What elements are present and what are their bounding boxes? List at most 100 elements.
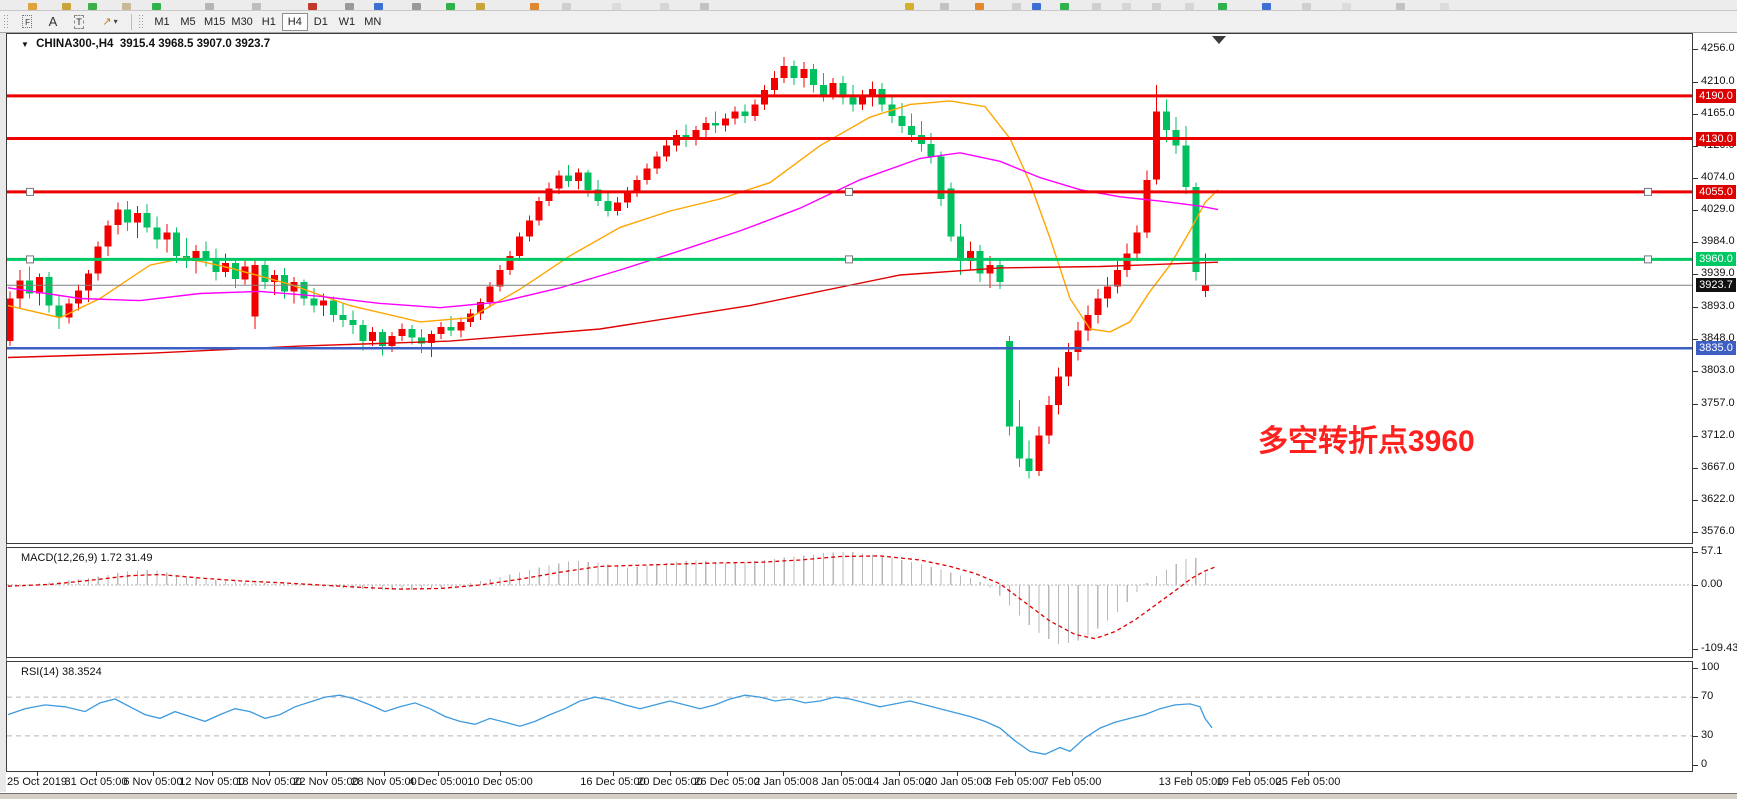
- rsi-indicator-panel[interactable]: RSI(14) 38.3524: [6, 661, 1693, 772]
- timeframe-button-m30[interactable]: M30: [228, 13, 255, 31]
- toolbar-icon-fragment: [700, 3, 709, 10]
- time-tick: [1308, 772, 1309, 776]
- ohlc-values-label: 3915.4 3968.5 3907.0 3923.7: [119, 38, 271, 50]
- price-axis-label: -109.43: [1701, 642, 1737, 654]
- top-toolbar-partial-row[interactable]: [0, 0, 1737, 11]
- price-axis-label: 4029.0: [1701, 203, 1735, 215]
- time-axis-label: 26 Dec 05:00: [694, 776, 760, 788]
- toolbar-icon-fragment: [905, 3, 914, 10]
- line-handle[interactable]: [26, 187, 34, 196]
- line-handle[interactable]: [845, 255, 853, 264]
- axis-tick: [1693, 371, 1698, 372]
- line-handle[interactable]: [1644, 187, 1652, 196]
- toolbar-icon-fragment: [1342, 3, 1351, 10]
- axis-tick: [1693, 736, 1698, 737]
- toolbar-drag-handle-2[interactable]: [138, 13, 145, 30]
- timeframe-button-group: M1 M5 M15 M30 H1 H4 D1 W1 MN: [149, 12, 386, 31]
- axis-tick: [1693, 552, 1698, 553]
- toolbar-icon-fragment: [562, 3, 571, 10]
- price-axis-label: 100: [1701, 661, 1720, 673]
- time-tick: [37, 772, 38, 776]
- toolbar-icon-fragment: [1262, 3, 1271, 10]
- timeframe-button-m1[interactable]: M1: [149, 13, 175, 31]
- price-axis-label: 57.1: [1701, 545, 1723, 557]
- timeframe-button-m5[interactable]: M5: [175, 13, 201, 31]
- ma-fast-orange: [7, 100, 1219, 333]
- main-chart-panel[interactable]: ▼ CHINA300-,H4 3915.4 3968.5 3907.0 3923…: [6, 33, 1693, 544]
- price-axis-label: 3622.0: [1701, 493, 1735, 505]
- time-tick: [153, 772, 154, 776]
- timeframe-button-w1[interactable]: W1: [334, 13, 360, 31]
- time-axis-label: 20 Jan 05:00: [925, 776, 989, 788]
- time-axis-label: 14 Jan 05:00: [867, 776, 931, 788]
- ma-medium-magenta: [7, 152, 1219, 309]
- price-axis-label: 3667.0: [1701, 461, 1735, 473]
- annotation-text[interactable]: 多空转折点3960: [1258, 425, 1475, 458]
- text-label-tool-button[interactable]: T: [67, 13, 91, 31]
- price-axis-label: 4256.0: [1701, 42, 1735, 54]
- time-tick: [500, 772, 501, 776]
- macd-chart-canvas[interactable]: [7, 548, 1692, 657]
- text-icon: A: [48, 14, 58, 29]
- time-tick: [269, 772, 270, 776]
- chart-shift-marker-icon[interactable]: [1212, 36, 1226, 44]
- timeframe-button-d1[interactable]: D1: [308, 13, 334, 31]
- chevron-down-icon[interactable]: ▾: [113, 17, 118, 26]
- toolbar-icon-fragment: [252, 3, 261, 10]
- macd-signal-line: [7, 555, 1217, 640]
- timeframe-button-m15[interactable]: M15: [201, 13, 228, 31]
- price-axis-label: 4210.0: [1701, 75, 1735, 87]
- line-handle[interactable]: [845, 187, 853, 196]
- rsi-line: [7, 694, 1213, 755]
- chart-toolbar: F A T ↗ ▾ M1 M5 M15 M30 H1 H4 D1 W1 MN: [0, 11, 1737, 33]
- axis-tick: [1693, 49, 1698, 50]
- price-badge-3960.0: 3960.0: [1696, 252, 1736, 266]
- time-tick: [212, 772, 213, 776]
- time-axis-label: 18 Nov 05:00: [236, 776, 302, 788]
- symbol-dropdown-icon[interactable]: ▼: [21, 40, 29, 49]
- price-axis-label: 0.00: [1701, 578, 1723, 590]
- time-axis-label: 31 Oct 05:00: [64, 776, 128, 788]
- line-handle[interactable]: [1644, 255, 1652, 264]
- toolbar-drag-handle[interactable]: [3, 13, 10, 30]
- timeframe-button-h4[interactable]: H4: [281, 12, 308, 31]
- rsi-chart-canvas[interactable]: [7, 662, 1692, 771]
- axis-tick: [1693, 436, 1698, 437]
- toolbar-icon-fragment: [476, 3, 485, 10]
- arrows-tool-button[interactable]: ↗ ▾: [93, 13, 127, 31]
- time-axis-label: 20 Dec 05:00: [637, 776, 703, 788]
- time-axis-label: 16 Dec 05:00: [580, 776, 646, 788]
- timeframe-button-mn[interactable]: MN: [360, 13, 386, 31]
- price-badge-4055.0: 4055.0: [1696, 185, 1736, 199]
- price-axis-label: 4165.0: [1701, 107, 1735, 119]
- time-tick: [670, 772, 671, 776]
- timeframe-button-h1[interactable]: H1: [256, 13, 282, 31]
- time-tick: [1249, 772, 1250, 776]
- text-tool-button[interactable]: A: [41, 13, 65, 31]
- price-axis-label: 3803.0: [1701, 364, 1735, 376]
- toolbar-separator: [131, 13, 132, 30]
- price-axis-label: 4074.0: [1701, 171, 1735, 183]
- fibonacci-tool-button[interactable]: F: [15, 13, 39, 31]
- line-handle[interactable]: [26, 255, 34, 264]
- time-axis-label: 6 Nov 05:00: [123, 776, 183, 788]
- toolbar-icon-fragment: [1440, 3, 1449, 10]
- symbol-timeframe-label: CHINA300-,H4: [36, 38, 114, 50]
- candlestick-chart-canvas[interactable]: 多空转折点3960: [7, 34, 1692, 543]
- time-axis-label: 3 Feb 05:00: [985, 776, 1045, 788]
- axis-tick: [1693, 307, 1698, 308]
- axis-tick: [1693, 274, 1698, 275]
- toolbar-icon-fragment: [530, 3, 539, 10]
- time-axis[interactable]: 25 Oct 2019 31 Oct 05:00 6 Nov 05:00 12 Nov…: [6, 772, 1693, 793]
- price-axis-label: 3984.0: [1701, 235, 1735, 247]
- axis-tick: [1693, 468, 1698, 469]
- price-axis[interactable]: 4256.04210.04165.04120.04074.04029.03984…: [1693, 33, 1737, 772]
- toolbar-icon-fragment: [1185, 3, 1194, 10]
- toolbar-icon-fragment: [1396, 3, 1405, 10]
- toolbar-icon-fragment: [308, 3, 317, 10]
- time-axis-label: 19 Feb 05:00: [1216, 776, 1282, 788]
- macd-indicator-panel[interactable]: MACD(12,26,9) 1.72 31.49: [6, 547, 1693, 658]
- time-axis-label: 4 Dec 05:00: [408, 776, 468, 788]
- toolbar-icon-fragment: [1122, 3, 1131, 10]
- time-tick: [727, 772, 728, 776]
